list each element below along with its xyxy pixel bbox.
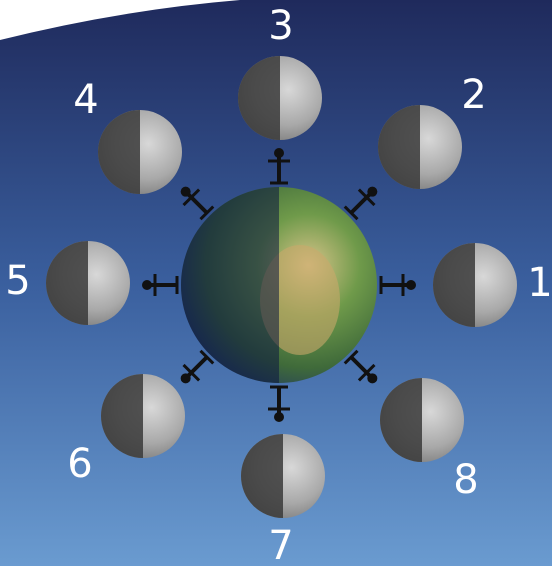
observer-head (142, 280, 152, 290)
phase-label: 4 (73, 77, 98, 123)
phase-label: 5 (5, 258, 30, 304)
moon-dark (238, 56, 280, 140)
observer-head (274, 412, 284, 422)
observer-legs (199, 349, 215, 365)
observer (268, 148, 290, 185)
phase-label: 3 (268, 3, 293, 49)
phase-label: 1 (527, 260, 552, 306)
phase-label: 2 (461, 72, 486, 118)
earth-land (260, 245, 340, 355)
observer-head (274, 148, 284, 158)
phase-label: 6 (67, 441, 92, 487)
moon (101, 374, 185, 458)
observer-arms (182, 188, 201, 207)
observer (142, 274, 179, 296)
observer (343, 349, 378, 384)
phase-label: 7 (268, 523, 293, 566)
sun-glow (0, 0, 240, 40)
earth-night (181, 187, 279, 383)
observer-arms (182, 363, 201, 382)
observer (343, 186, 378, 221)
moon (98, 110, 182, 194)
moon-dark (98, 110, 140, 194)
moon (433, 243, 517, 327)
observer-arms (357, 188, 376, 207)
moon (46, 241, 130, 325)
moon-dark (46, 241, 88, 325)
observer (180, 186, 215, 221)
observer-head (406, 280, 416, 290)
moon (378, 105, 462, 189)
observer-legs (199, 205, 215, 221)
observer (180, 349, 215, 384)
observer-head (367, 186, 378, 197)
moon (241, 434, 325, 518)
moon (380, 378, 464, 462)
observer (379, 274, 416, 296)
moon-dark (380, 378, 422, 462)
observer-arms (357, 363, 376, 382)
observer-legs (343, 349, 359, 365)
moon-dark (433, 243, 475, 327)
observer-legs (343, 205, 359, 221)
phase-label: 8 (453, 457, 478, 503)
moon-dark (241, 434, 283, 518)
observer-head (180, 186, 191, 197)
moon (238, 56, 322, 140)
observer-head (180, 373, 191, 384)
observer (268, 385, 290, 422)
observer-head (367, 373, 378, 384)
moon-dark (378, 105, 420, 189)
moon-dark (101, 374, 143, 458)
phases: 1 2 3 4 5 6 7 8 (5, 3, 552, 566)
